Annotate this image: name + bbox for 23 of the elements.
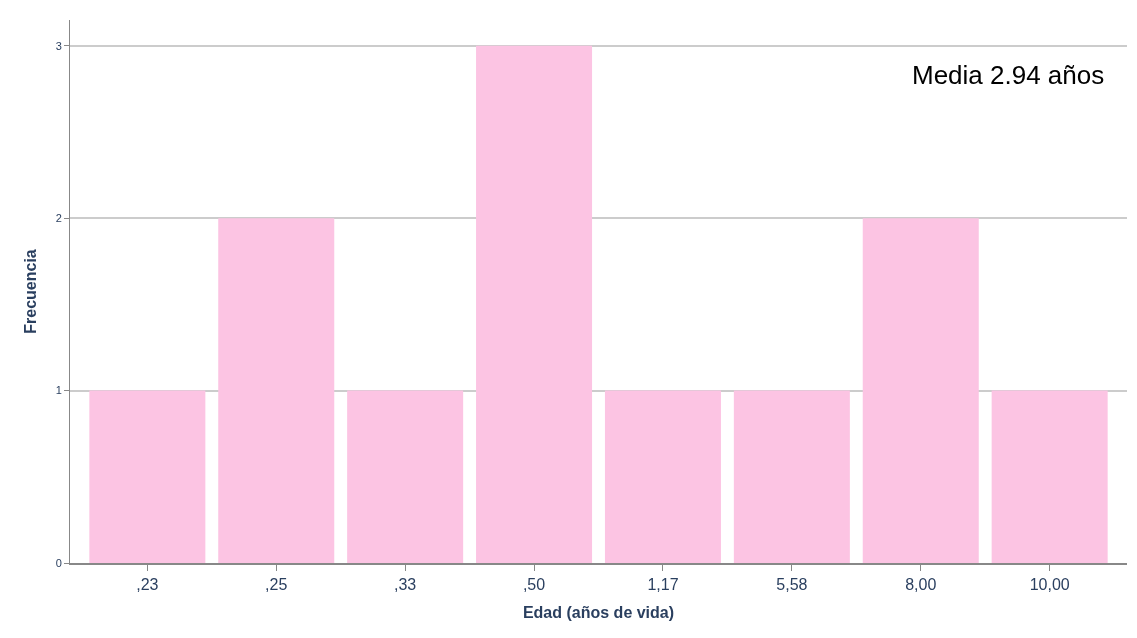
bar [733, 390, 850, 563]
x-tick-label: 8,00 [905, 576, 937, 594]
x-tick-label: 5,58 [776, 576, 808, 594]
x-tick-label: 1,17 [647, 576, 679, 594]
x-tick-label: ,25 [265, 576, 288, 594]
y-tick-label: 3 [55, 39, 62, 52]
x-tick-label: ,33 [394, 576, 417, 594]
bar [991, 390, 1108, 563]
bar [476, 45, 593, 563]
annotation: Media 2.94 años [912, 60, 1105, 90]
x-tick-label: ,50 [522, 576, 546, 594]
bar [218, 218, 335, 563]
y-axis-title: Frecuencia [21, 249, 39, 334]
x-axis-title: Edad (años de vida) [522, 604, 675, 622]
bar [862, 218, 979, 563]
x-tick-label: 10,00 [1029, 576, 1070, 594]
x-tick-label: ,23 [136, 576, 159, 594]
y-tick-label: 2 [55, 212, 62, 225]
y-tick-label: 1 [55, 384, 62, 397]
bar [89, 390, 206, 563]
bar [604, 390, 721, 563]
y-tick-label: 0 [55, 556, 62, 569]
bar [347, 390, 464, 563]
